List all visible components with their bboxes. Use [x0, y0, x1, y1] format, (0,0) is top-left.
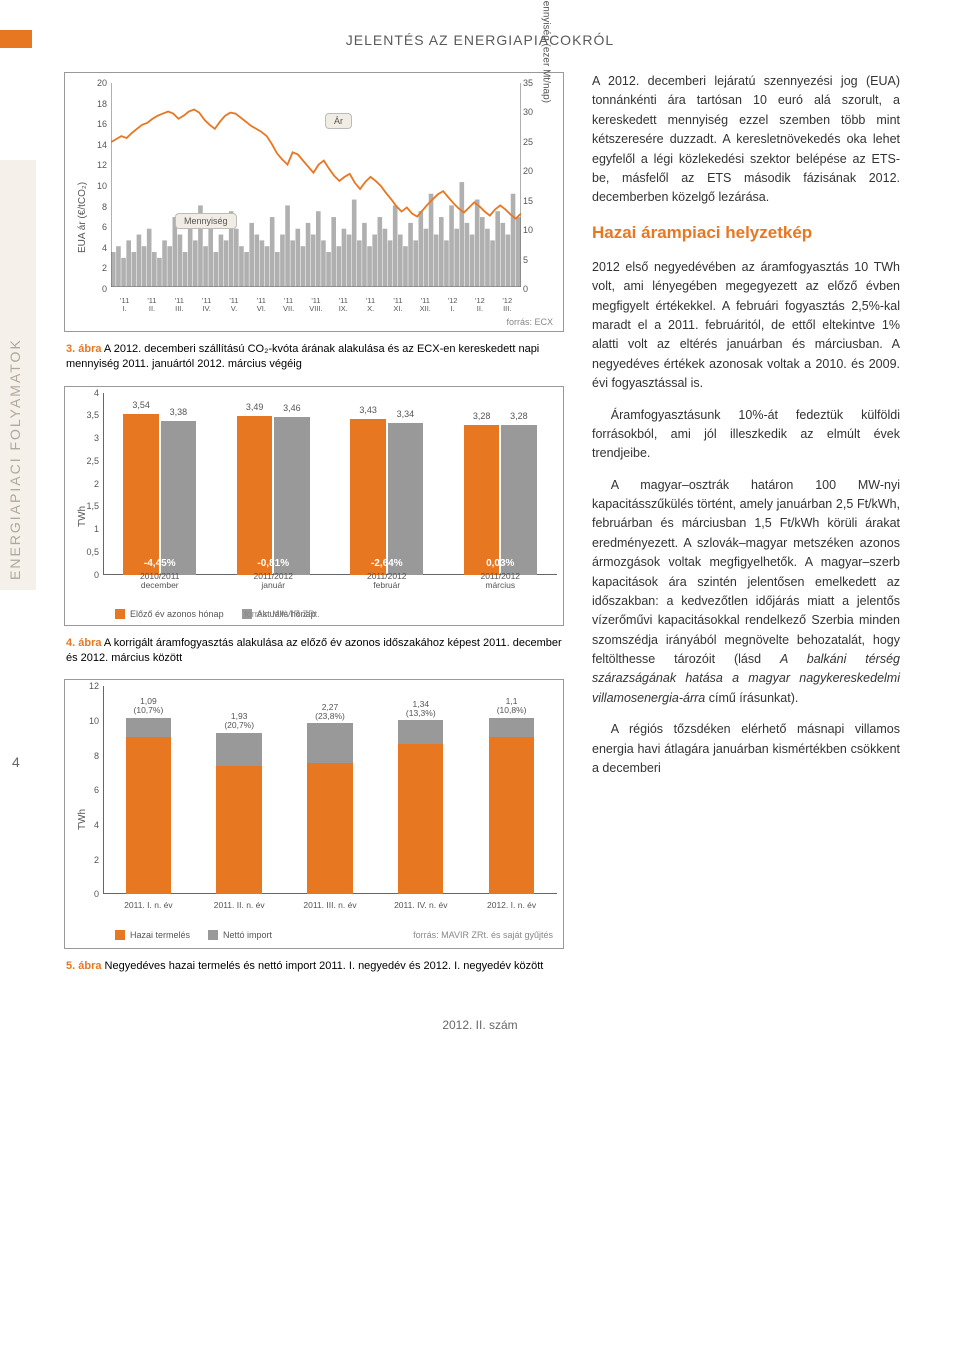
c1-plot-area: [111, 83, 521, 287]
body-p4: A magyar–osztrák határon 100 MW-nyi kapa…: [592, 476, 900, 709]
c3-caption: 5. ábra Negyedéves hazai termelés és net…: [66, 959, 564, 974]
c1-callout-price: Ár: [325, 113, 352, 129]
c3-caption-prefix: 5. ábra: [66, 960, 101, 972]
page-header: JELENTÉS AZ ENERGIAPIACOKRÓL: [0, 0, 960, 72]
c2-legend-prev: Előző év azonos hónap: [115, 609, 224, 619]
body-p5: A régiós tőzsdéken elérhető másnapi vill…: [592, 720, 900, 778]
c2-caption-text: A korrigált áramfogyasztás alakulása az …: [66, 637, 562, 664]
c3-caption-text: Negyedéves hazai termelés és nettó impor…: [101, 960, 543, 972]
c1-y-right-label: Kereskedett napi mennyiség (ezer Mt/nap): [540, 0, 551, 103]
header-accent-tab: [0, 30, 32, 48]
c1-caption-text: A 2012. decemberi szállítású CO₂-kvóta á…: [66, 343, 539, 370]
chart-co2-price-volume: EUA ár (€/tCO₂) Kereskedett napi mennyis…: [64, 72, 564, 332]
body-p4-b: című írásunkat).: [705, 691, 798, 705]
content-columns: EUA ár (€/tCO₂) Kereskedett napi mennyis…: [0, 72, 960, 988]
c1-caption-prefix: 3. ábra: [66, 343, 101, 355]
c1-y-left-label: EUA ár (€/tCO₂): [77, 182, 88, 253]
c3-legend-imp-label: Nettó import: [223, 930, 272, 940]
c1-source: forrás: ECX: [506, 317, 553, 327]
c2-source: forrás: MAVIR ZRt.: [244, 609, 319, 619]
c1-callout-volume: Mennyiség: [175, 213, 237, 229]
c3-source: forrás: MAVIR ZRt. és saját gyűjtés: [413, 930, 553, 940]
c2-legend-prev-label: Előző év azonos hónap: [130, 609, 224, 619]
swatch-domestic: [115, 930, 125, 940]
body-p4-a: A magyar–osztrák határon 100 MW-nyi kapa…: [592, 478, 900, 666]
c3-legend-dom: Hazai termelés: [115, 930, 190, 940]
side-section-tab: ENERGIAPIACI FOLYAMATOK: [0, 160, 36, 590]
c3-legend-dom-label: Hazai termelés: [130, 930, 190, 940]
c1-svg: [111, 83, 521, 287]
c2-plot-area: 3,543,38-4,45%3,493,46-0,81%3,433,34-2,6…: [103, 393, 557, 575]
c3-xlabels: 2011. I. n. év2011. II. n. év2011. III. …: [103, 900, 557, 910]
c2-caption: 4. ábra A korrigált áramfogyasztás alaku…: [66, 636, 564, 666]
c3-plot-area: 1,09(10,7%)1,93(20,7%)2,27(23,8%)1,34(13…: [103, 686, 557, 894]
c1-caption: 3. ábra A 2012. decemberi szállítású CO₂…: [66, 342, 564, 372]
c2-caption-prefix: 4. ábra: [66, 637, 101, 649]
body-p1: A 2012. decemberi lejáratú szennyezési j…: [592, 72, 900, 208]
page: JELENTÉS AZ ENERGIAPIACOKRÓL ENERGIAPIAC…: [0, 0, 960, 1358]
charts-column: EUA ár (€/tCO₂) Kereskedett napi mennyis…: [64, 72, 564, 988]
c1-xticks: '11I.'11II.'11III.'11IV.'11V.'11VI.'11VI…: [111, 297, 521, 314]
c2-xlabels: 2010/2011december2011/2012január2011/201…: [103, 572, 557, 591]
page-number: 4: [12, 754, 20, 770]
swatch-prev: [115, 609, 125, 619]
body-p2: 2012 első negyedévében az áramfogyasztás…: [592, 258, 900, 394]
chart-consumption-compare: TWh 00,511,522,533,54 3,543,38-4,45%3,49…: [64, 386, 564, 626]
chart-production-import: TWh 024681012 1,09(10,7%)1,93(20,7%)2,27…: [64, 679, 564, 949]
page-footer: 2012. II. szám: [0, 1018, 960, 1052]
swatch-import: [208, 930, 218, 940]
body-column: A 2012. decemberi lejáratú szennyezési j…: [592, 72, 900, 988]
c2-legend: Előző év azonos hónap Aktuális hónap for…: [115, 609, 316, 619]
c3-legend-imp: Nettó import: [208, 930, 272, 940]
c3-legend: Hazai termelés Nettó import: [115, 930, 272, 940]
side-section-label: ENERGIAPIACI FOLYAMATOK: [7, 338, 23, 580]
section-title: Hazai árampiaci helyzetkép: [592, 220, 900, 246]
body-p3: Áramfogyasztásunk 10%-át fedeztük külföl…: [592, 406, 900, 464]
